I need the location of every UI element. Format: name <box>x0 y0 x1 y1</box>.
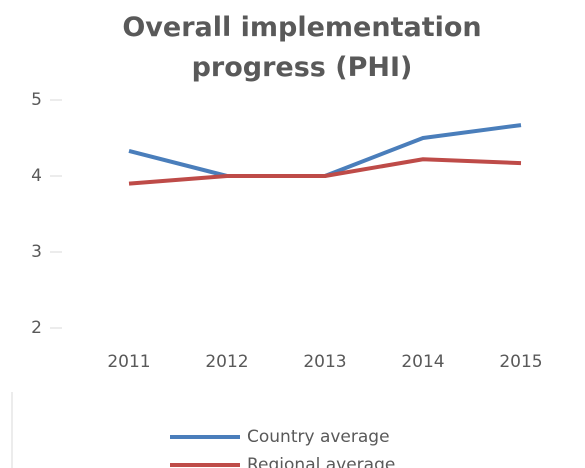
x-tick-label: 2012 <box>205 352 248 372</box>
chart-title: Overall implementation progress (PHI) <box>122 12 482 83</box>
series-line <box>128 157 522 186</box>
x-tick-label: 2015 <box>499 352 542 372</box>
y-tick-label: 3 <box>31 242 42 262</box>
legend-label: Country average <box>247 427 390 447</box>
legend-label: Regional average <box>247 455 395 468</box>
y-tick-label: 2 <box>31 318 42 338</box>
x-tick-label: 2011 <box>107 352 150 372</box>
y-tick-label: 5 <box>31 90 42 110</box>
x-tick-label: 2013 <box>303 352 346 372</box>
y-tick-label: 4 <box>31 166 42 186</box>
x-tick-label: 2014 <box>401 352 444 372</box>
series-line <box>128 123 522 178</box>
